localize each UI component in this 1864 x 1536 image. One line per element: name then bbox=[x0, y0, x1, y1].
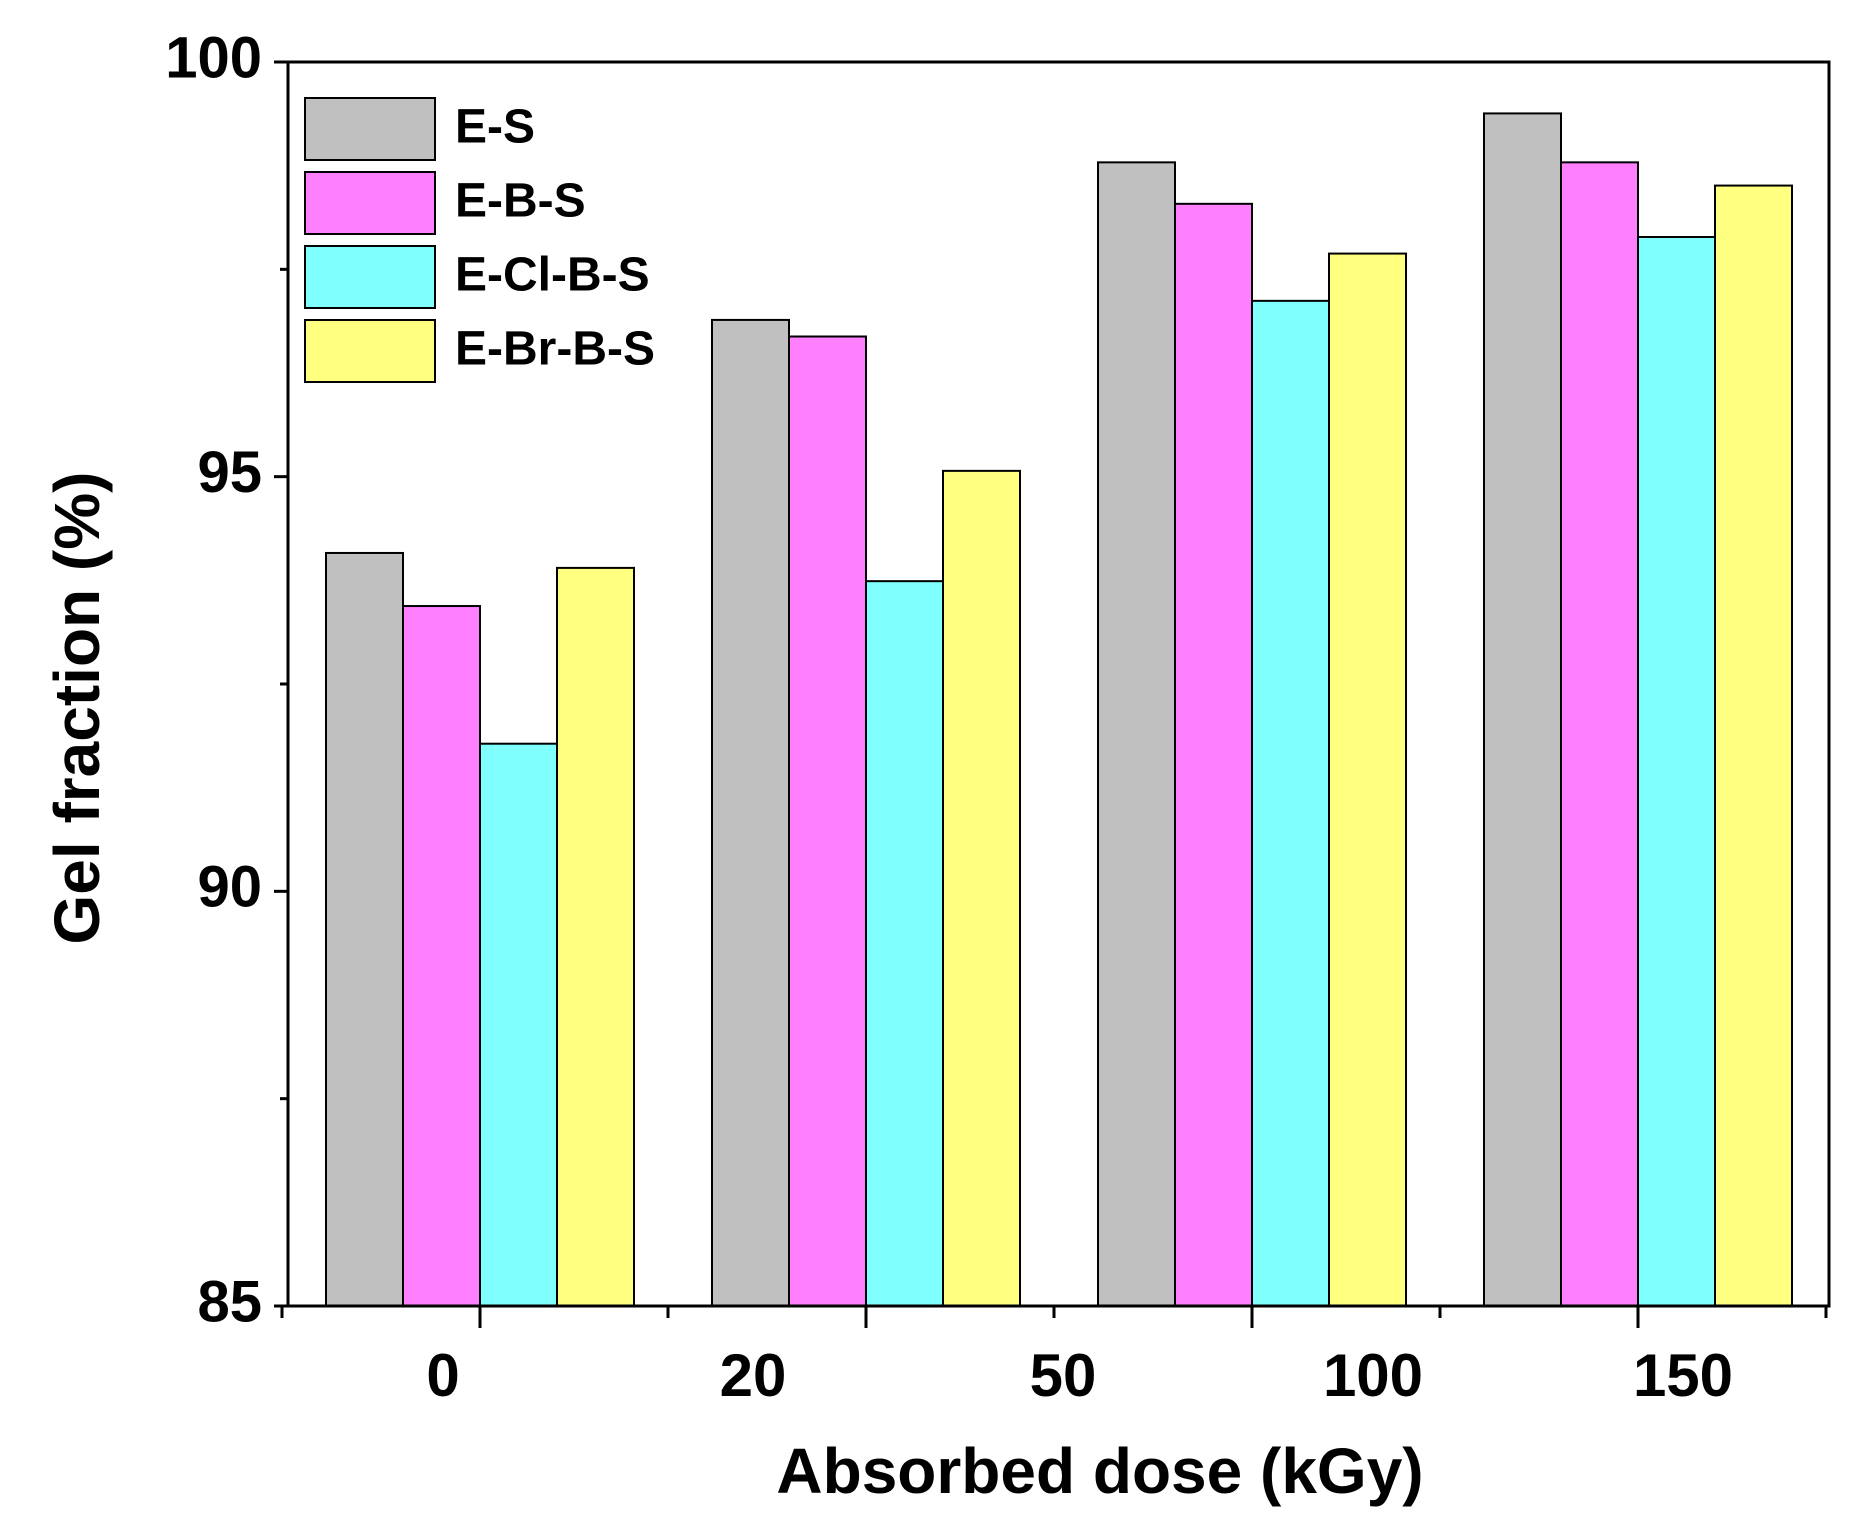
bar bbox=[1637, 235, 1716, 1307]
bar bbox=[1483, 112, 1562, 1307]
bar bbox=[788, 335, 867, 1307]
bar bbox=[942, 469, 1021, 1307]
x-axis-title: Absorbed dose (kGy) bbox=[776, 1435, 1423, 1507]
bar bbox=[402, 605, 481, 1307]
legend-swatch bbox=[304, 319, 436, 383]
y-tick-label: 90 bbox=[197, 855, 262, 920]
bar bbox=[711, 318, 790, 1307]
bar bbox=[1714, 184, 1793, 1307]
bar bbox=[1174, 202, 1253, 1307]
bar bbox=[556, 566, 635, 1307]
x-tick-label: 0 bbox=[426, 1342, 459, 1409]
legend-label: E-S bbox=[455, 101, 535, 154]
bar bbox=[865, 580, 944, 1307]
bar bbox=[1251, 299, 1330, 1307]
legend-label: E-B-S bbox=[455, 175, 586, 228]
y-tick-label: 95 bbox=[197, 440, 262, 505]
x-tick-label: 20 bbox=[720, 1342, 787, 1409]
y-axis-title: Gel fraction (%) bbox=[41, 472, 113, 945]
legend-swatch bbox=[304, 171, 436, 235]
legend-label: E-Br-B-S bbox=[455, 323, 655, 376]
y-tick-label: 100 bbox=[165, 25, 262, 90]
x-tick-label: 50 bbox=[1030, 1342, 1097, 1409]
bar bbox=[325, 551, 404, 1307]
y-tick-label: 85 bbox=[197, 1269, 262, 1334]
bar bbox=[1328, 252, 1407, 1307]
x-tick-label: 100 bbox=[1323, 1342, 1423, 1409]
x-tick-label: 150 bbox=[1633, 1342, 1733, 1409]
legend-swatch bbox=[304, 245, 436, 309]
bar bbox=[1560, 161, 1639, 1307]
bar bbox=[1097, 161, 1176, 1307]
bar bbox=[479, 742, 558, 1307]
legend-label: E-Cl-B-S bbox=[455, 249, 650, 302]
legend-swatch bbox=[304, 97, 436, 161]
